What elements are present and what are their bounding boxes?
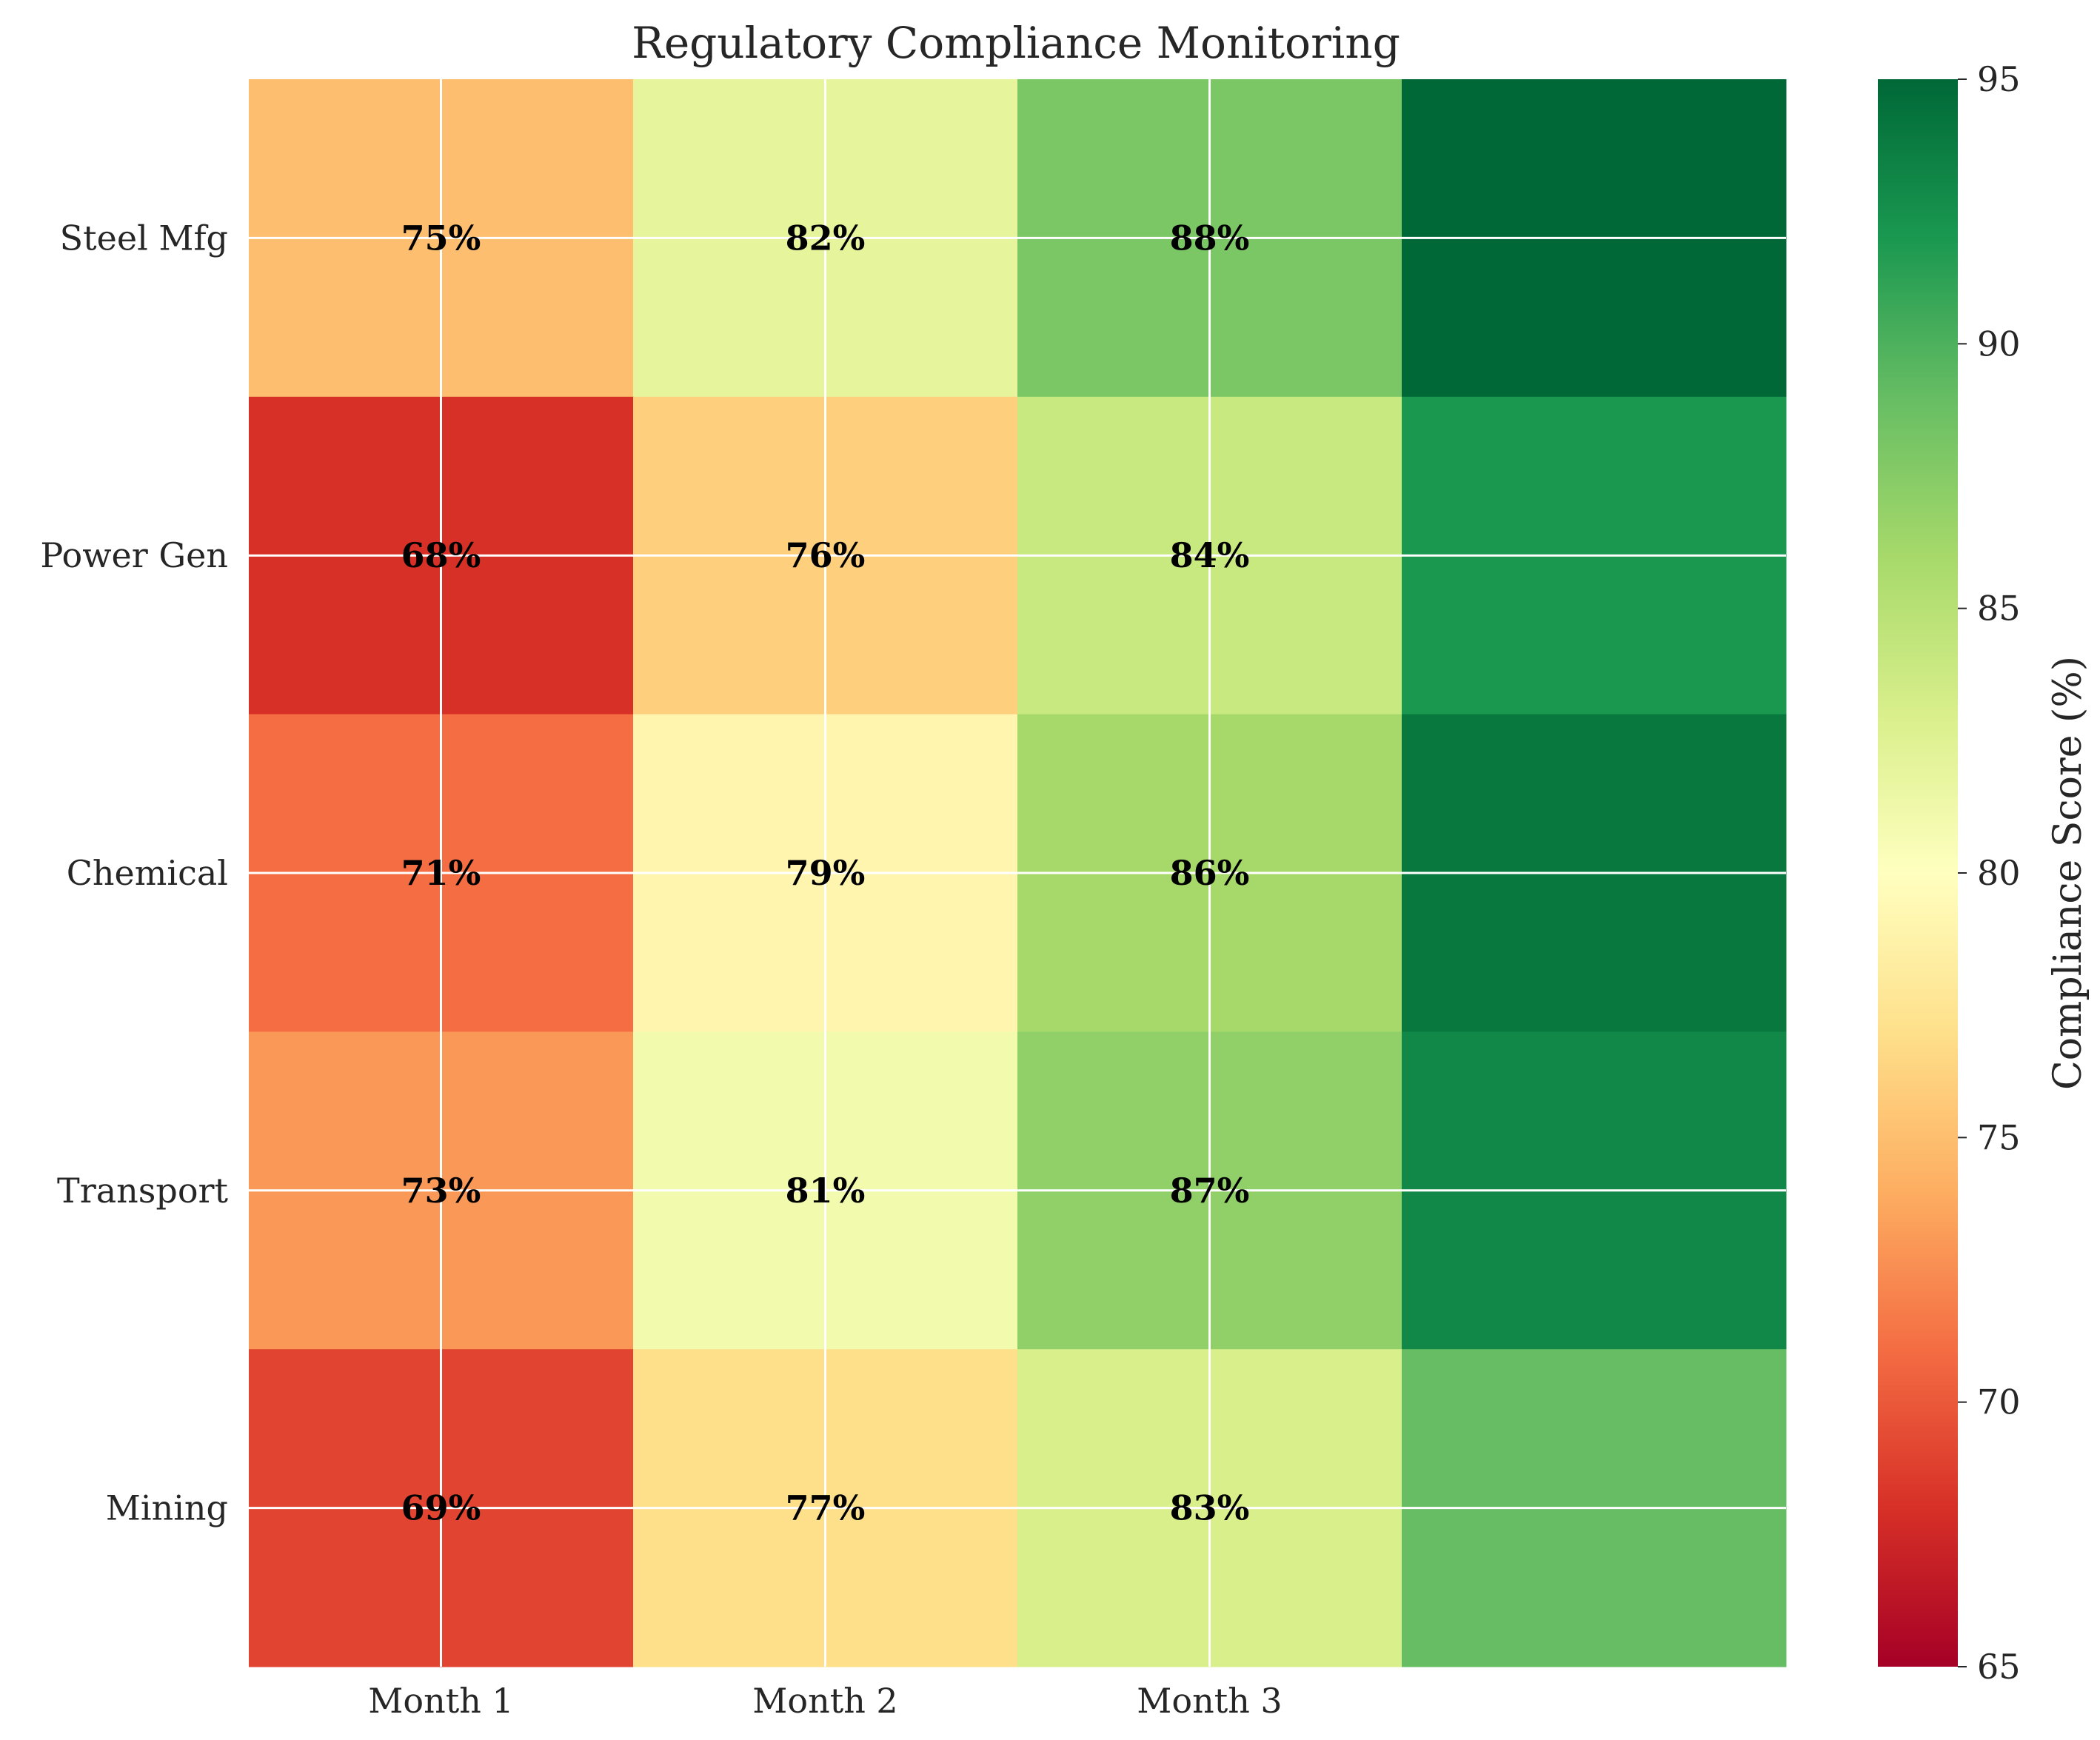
colorbar-tick-label: 85 (1977, 589, 2021, 629)
cell-value-label: 88% (1170, 218, 1250, 258)
colorbar-tick-label: 80 (1977, 853, 2021, 893)
y-tick-label: Power Gen (40, 535, 228, 575)
y-tick-label: Steel Mfg (60, 218, 228, 258)
x-tick-label: Month 2 (752, 1681, 897, 1721)
cell-value-label: 68% (401, 535, 481, 575)
colorbar-tick-label: 95 (1977, 59, 2021, 99)
colorbar-tick-label: 90 (1977, 324, 2021, 364)
colorbar-tick-label: 75 (1977, 1117, 2021, 1157)
cell-value-label: 69% (401, 1488, 481, 1528)
colorbar-tick-label: 70 (1977, 1382, 2021, 1422)
colorbar (1878, 79, 1958, 1667)
cell-value-label: 77% (786, 1488, 866, 1528)
cell-value-label: 71% (401, 853, 481, 893)
cell-labels: 75% 82% 88% 68% 76% 84% 71% 79% 86% 73% 81% 87% 69% 7… (401, 218, 1250, 1527)
cell-value-label: 84% (1170, 535, 1250, 575)
x-axis-ticks: Month 1 Month 2 Month 3 (368, 1681, 1282, 1721)
cell-value-label: 75% (401, 218, 481, 258)
y-tick-label: Chemical (67, 853, 228, 893)
colorbar-label: Compliance Score (%) (2046, 656, 2090, 1090)
cell-value-label: 73% (401, 1171, 481, 1211)
colorbar-ticks: 65 70 75 80 85 90 95 (1958, 59, 2021, 1687)
x-tick-label: Month 1 (368, 1681, 513, 1721)
cell-value-label: 76% (786, 535, 866, 575)
y-axis-ticks: Steel Mfg Power Gen Chemical Transport Minin… (40, 218, 228, 1527)
y-tick-label: Mining (106, 1488, 228, 1528)
cell-value-label: 87% (1170, 1171, 1250, 1211)
cell-value-label: 82% (786, 218, 866, 258)
chart-title: Regulatory Compliance Monitoring (632, 18, 1400, 68)
colorbar-tick-label: 65 (1977, 1647, 2021, 1687)
y-tick-label: Transport (57, 1171, 228, 1211)
cell-value-label: 79% (786, 853, 866, 893)
cell-value-label: 81% (786, 1171, 866, 1211)
x-tick-label: Month 3 (1137, 1681, 1282, 1721)
cell-value-label: 86% (1170, 853, 1250, 893)
cell-value-label: 83% (1170, 1488, 1250, 1528)
grid-lines (238, 79, 1786, 1667)
